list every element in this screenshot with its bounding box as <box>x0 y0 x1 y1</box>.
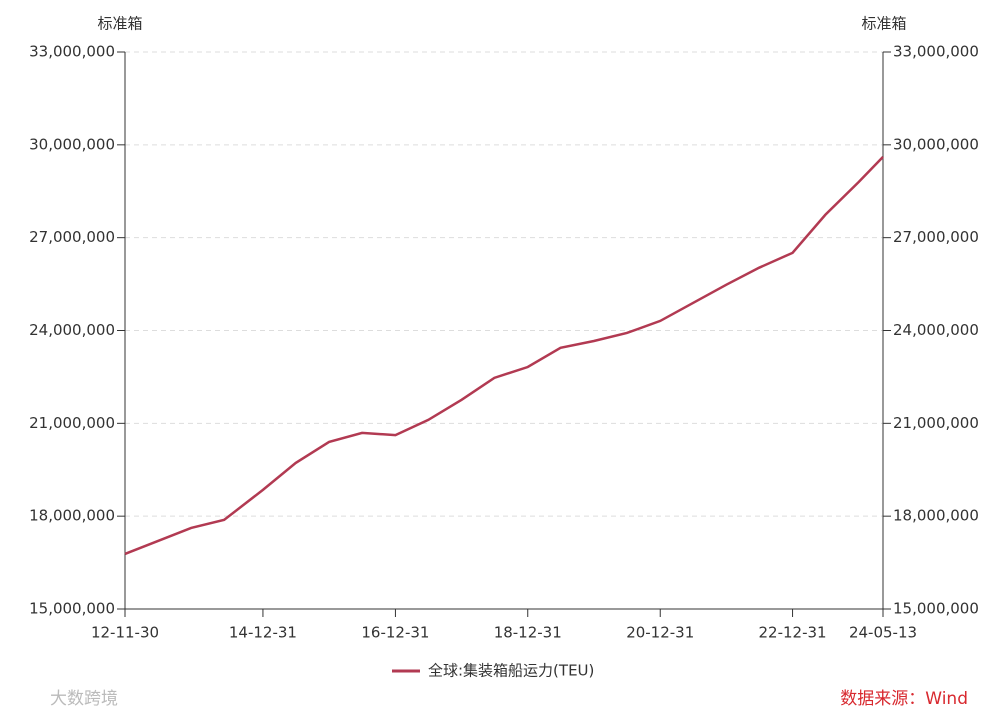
y-axis-label: 标准箱 <box>97 15 142 33</box>
y-tick-label: 15,000,000 <box>29 600 115 618</box>
y-tick-label: 18,000,000 <box>29 507 115 525</box>
x-tick-label: 22-12-31 <box>759 624 827 642</box>
x-tick-label: 12-11-30 <box>91 624 159 642</box>
x-tick-label: 14-12-31 <box>229 624 297 642</box>
source: 数据来源：Wind <box>840 689 968 709</box>
series-line <box>124 156 884 556</box>
y-tick-label: 27,000,000 <box>29 228 115 246</box>
y2-tick-label: 21,000,000 <box>893 414 979 432</box>
y2-tick-label: 27,000,000 <box>893 228 979 246</box>
y-tick-label: 24,000,000 <box>29 321 115 339</box>
x-tick-label: 18-12-31 <box>494 624 562 642</box>
y2-tick-label: 18,000,000 <box>893 507 979 525</box>
x-tick-label: 20-12-31 <box>626 624 694 642</box>
y2-tick-label: 24,000,000 <box>893 321 979 339</box>
y2-tick-label: 33,000,000 <box>893 43 979 61</box>
x-tick-label: 16-12-31 <box>361 624 429 642</box>
y-tick-label: 30,000,000 <box>29 135 115 153</box>
x-tick-label: 24-05-13 <box>849 624 917 642</box>
y2-tick-label: 30,000,000 <box>893 135 979 153</box>
y-tick-label: 21,000,000 <box>29 414 115 432</box>
y2-tick-label: 15,000,000 <box>893 600 979 618</box>
y2-axis-label: 标准箱 <box>861 15 906 33</box>
legend-label: 全球:集装箱船运力(TEU) <box>428 662 594 680</box>
watermark: 大数跨境 <box>50 689 118 709</box>
y-tick-label: 33,000,000 <box>29 43 115 61</box>
